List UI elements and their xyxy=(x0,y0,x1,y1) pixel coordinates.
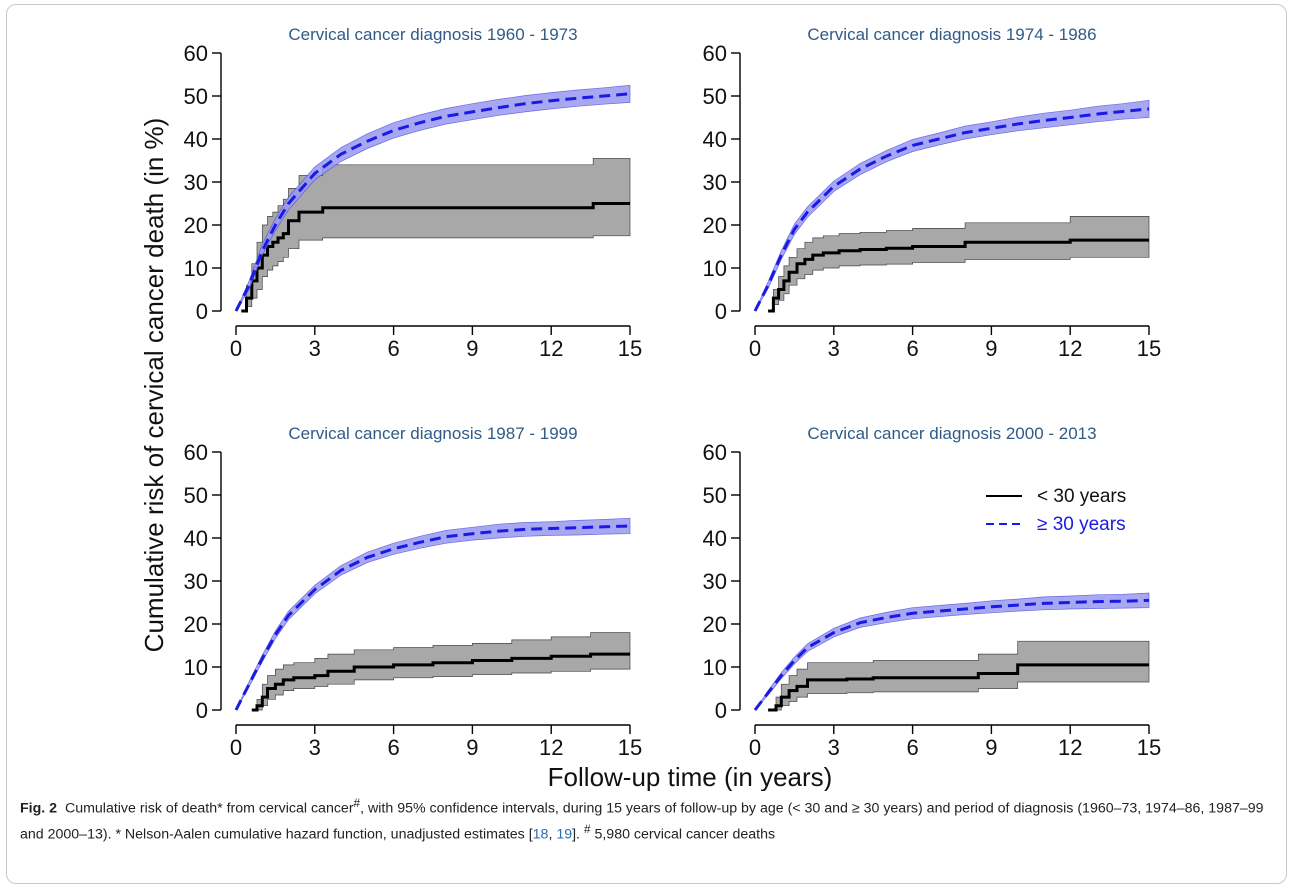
series-line-over30 xyxy=(234,524,631,711)
chart-panel-1: Cervical cancer diagnosis 1960 - 1973 0 10… xyxy=(184,25,643,361)
ci-band-under30 xyxy=(241,157,631,312)
ci-band-over30 xyxy=(235,84,631,312)
y-tick-label: 50 xyxy=(184,483,208,508)
chart-panel-2: Cervical cancer diagnosis 1974 - 1986 0 10… xyxy=(703,25,1162,361)
x-tick-label: 9 xyxy=(985,336,997,361)
figure-frame xyxy=(6,4,1287,884)
legend-label-under30: < 30 years xyxy=(1037,486,1126,507)
y-tick-label: 0 xyxy=(715,299,727,324)
y-tick-label: 40 xyxy=(184,526,208,551)
y-tick-label: 60 xyxy=(184,440,208,465)
y-tick-label: 10 xyxy=(703,256,727,281)
x-tick-label: 6 xyxy=(906,735,918,760)
caption-text-a: Cumulative risk of death* from cervical … xyxy=(64,800,354,817)
x-axis-label: Follow-up time (in years) xyxy=(548,762,833,791)
caption-ref-19[interactable]: 19 xyxy=(556,826,573,843)
y-tick-label: 50 xyxy=(703,483,727,508)
y-tick-label: 50 xyxy=(703,84,727,109)
series-line-over30 xyxy=(234,92,631,312)
y-tick-label: 10 xyxy=(703,655,727,680)
caption-sup-a: # xyxy=(353,796,361,810)
x-tick-label: 12 xyxy=(539,336,563,361)
panel-title: Cervical cancer diagnosis 1987 - 1999 xyxy=(288,424,577,443)
y-tick-label: 20 xyxy=(184,213,208,238)
y-tick-label: 30 xyxy=(184,170,208,195)
caption-ref-open: [ xyxy=(528,826,533,843)
x-tick-label: 15 xyxy=(618,735,642,760)
y-tick-label: 40 xyxy=(703,526,727,551)
caption-text-b: , with 95% confidence intervals, during … xyxy=(20,800,1264,843)
y-tick-label: 0 xyxy=(196,299,208,324)
x-tick-label: 9 xyxy=(985,735,997,760)
y-axis-label: Cumulative risk of cervical cancer death… xyxy=(139,118,169,653)
panel-title: Cervical cancer diagnosis 2000 - 2013 xyxy=(807,424,1096,443)
x-tick-label: 3 xyxy=(309,336,321,361)
figure-caption: Fig. 2 Cumulative risk of death* from ce… xyxy=(20,793,1282,844)
x-tick-label: 3 xyxy=(828,735,840,760)
caption-sup-b: # xyxy=(583,821,591,836)
ci-band-under30 xyxy=(768,640,1150,711)
figure-plots: Cumulative risk of cervical cancer death… xyxy=(139,25,1162,791)
caption-label: Fig. 2 xyxy=(20,800,58,817)
series-line-over30 xyxy=(753,598,1150,711)
y-tick-label: 20 xyxy=(184,612,208,637)
y-tick-label: 30 xyxy=(703,569,727,594)
y-tick-label: 10 xyxy=(184,256,208,281)
series-line-under30 xyxy=(251,652,630,712)
y-tick-label: 0 xyxy=(715,698,727,723)
y-tick-label: 40 xyxy=(184,127,208,152)
chart-panel-3: Cervical cancer diagnosis 1987 - 1999 0 10… xyxy=(184,424,643,760)
x-tick-label: 6 xyxy=(387,336,399,361)
x-tick-label: 6 xyxy=(906,336,918,361)
y-tick-label: 20 xyxy=(703,612,727,637)
x-tick-label: 0 xyxy=(749,735,761,760)
caption-text-c: 5,980 cervical cancer deaths xyxy=(590,826,776,843)
y-tick-label: 60 xyxy=(703,440,727,465)
y-tick-label: 10 xyxy=(184,655,208,680)
x-tick-label: 12 xyxy=(539,735,563,760)
panel-title: Cervical cancer diagnosis 1960 - 1973 xyxy=(288,25,577,44)
x-tick-label: 15 xyxy=(1137,336,1161,361)
x-tick-label: 15 xyxy=(1137,735,1161,760)
x-tick-label: 6 xyxy=(387,735,399,760)
series-line-under30 xyxy=(768,238,1149,313)
x-tick-label: 0 xyxy=(749,336,761,361)
x-tick-label: 12 xyxy=(1058,336,1082,361)
legend-label-over30: ≥ 30 years xyxy=(1037,514,1126,535)
series-line-under30 xyxy=(768,663,1149,712)
ci-band-under30 xyxy=(768,216,1150,312)
series-line-over30 xyxy=(753,107,1150,312)
y-tick-label: 60 xyxy=(184,41,208,66)
caption-ref-close: ]. xyxy=(572,826,584,843)
x-tick-label: 0 xyxy=(230,735,242,760)
panel-title: Cervical cancer diagnosis 1974 - 1986 xyxy=(807,25,1096,44)
y-tick-label: 20 xyxy=(703,213,727,238)
chart-panel-4: Cervical cancer diagnosis 2000 - 2013 0 10… xyxy=(703,424,1162,760)
x-tick-label: 0 xyxy=(230,336,242,361)
y-tick-label: 50 xyxy=(184,84,208,109)
y-tick-label: 0 xyxy=(196,698,208,723)
x-tick-label: 15 xyxy=(618,336,642,361)
ci-band-under30 xyxy=(251,632,631,711)
y-tick-label: 30 xyxy=(184,569,208,594)
caption-ref-18[interactable]: 18 xyxy=(532,826,549,843)
y-tick-label: 40 xyxy=(703,127,727,152)
x-tick-label: 3 xyxy=(309,735,321,760)
x-tick-label: 9 xyxy=(466,336,478,361)
y-tick-label: 30 xyxy=(703,170,727,195)
x-tick-label: 12 xyxy=(1058,735,1082,760)
caption-ref-sep: , xyxy=(548,826,557,843)
x-tick-label: 9 xyxy=(466,735,478,760)
ci-band-over30 xyxy=(235,517,631,711)
x-tick-label: 3 xyxy=(828,336,840,361)
y-tick-label: 60 xyxy=(703,41,727,66)
ci-band-over30 xyxy=(754,592,1150,711)
legend: < 30 years ≥ 30 years xyxy=(986,486,1126,535)
